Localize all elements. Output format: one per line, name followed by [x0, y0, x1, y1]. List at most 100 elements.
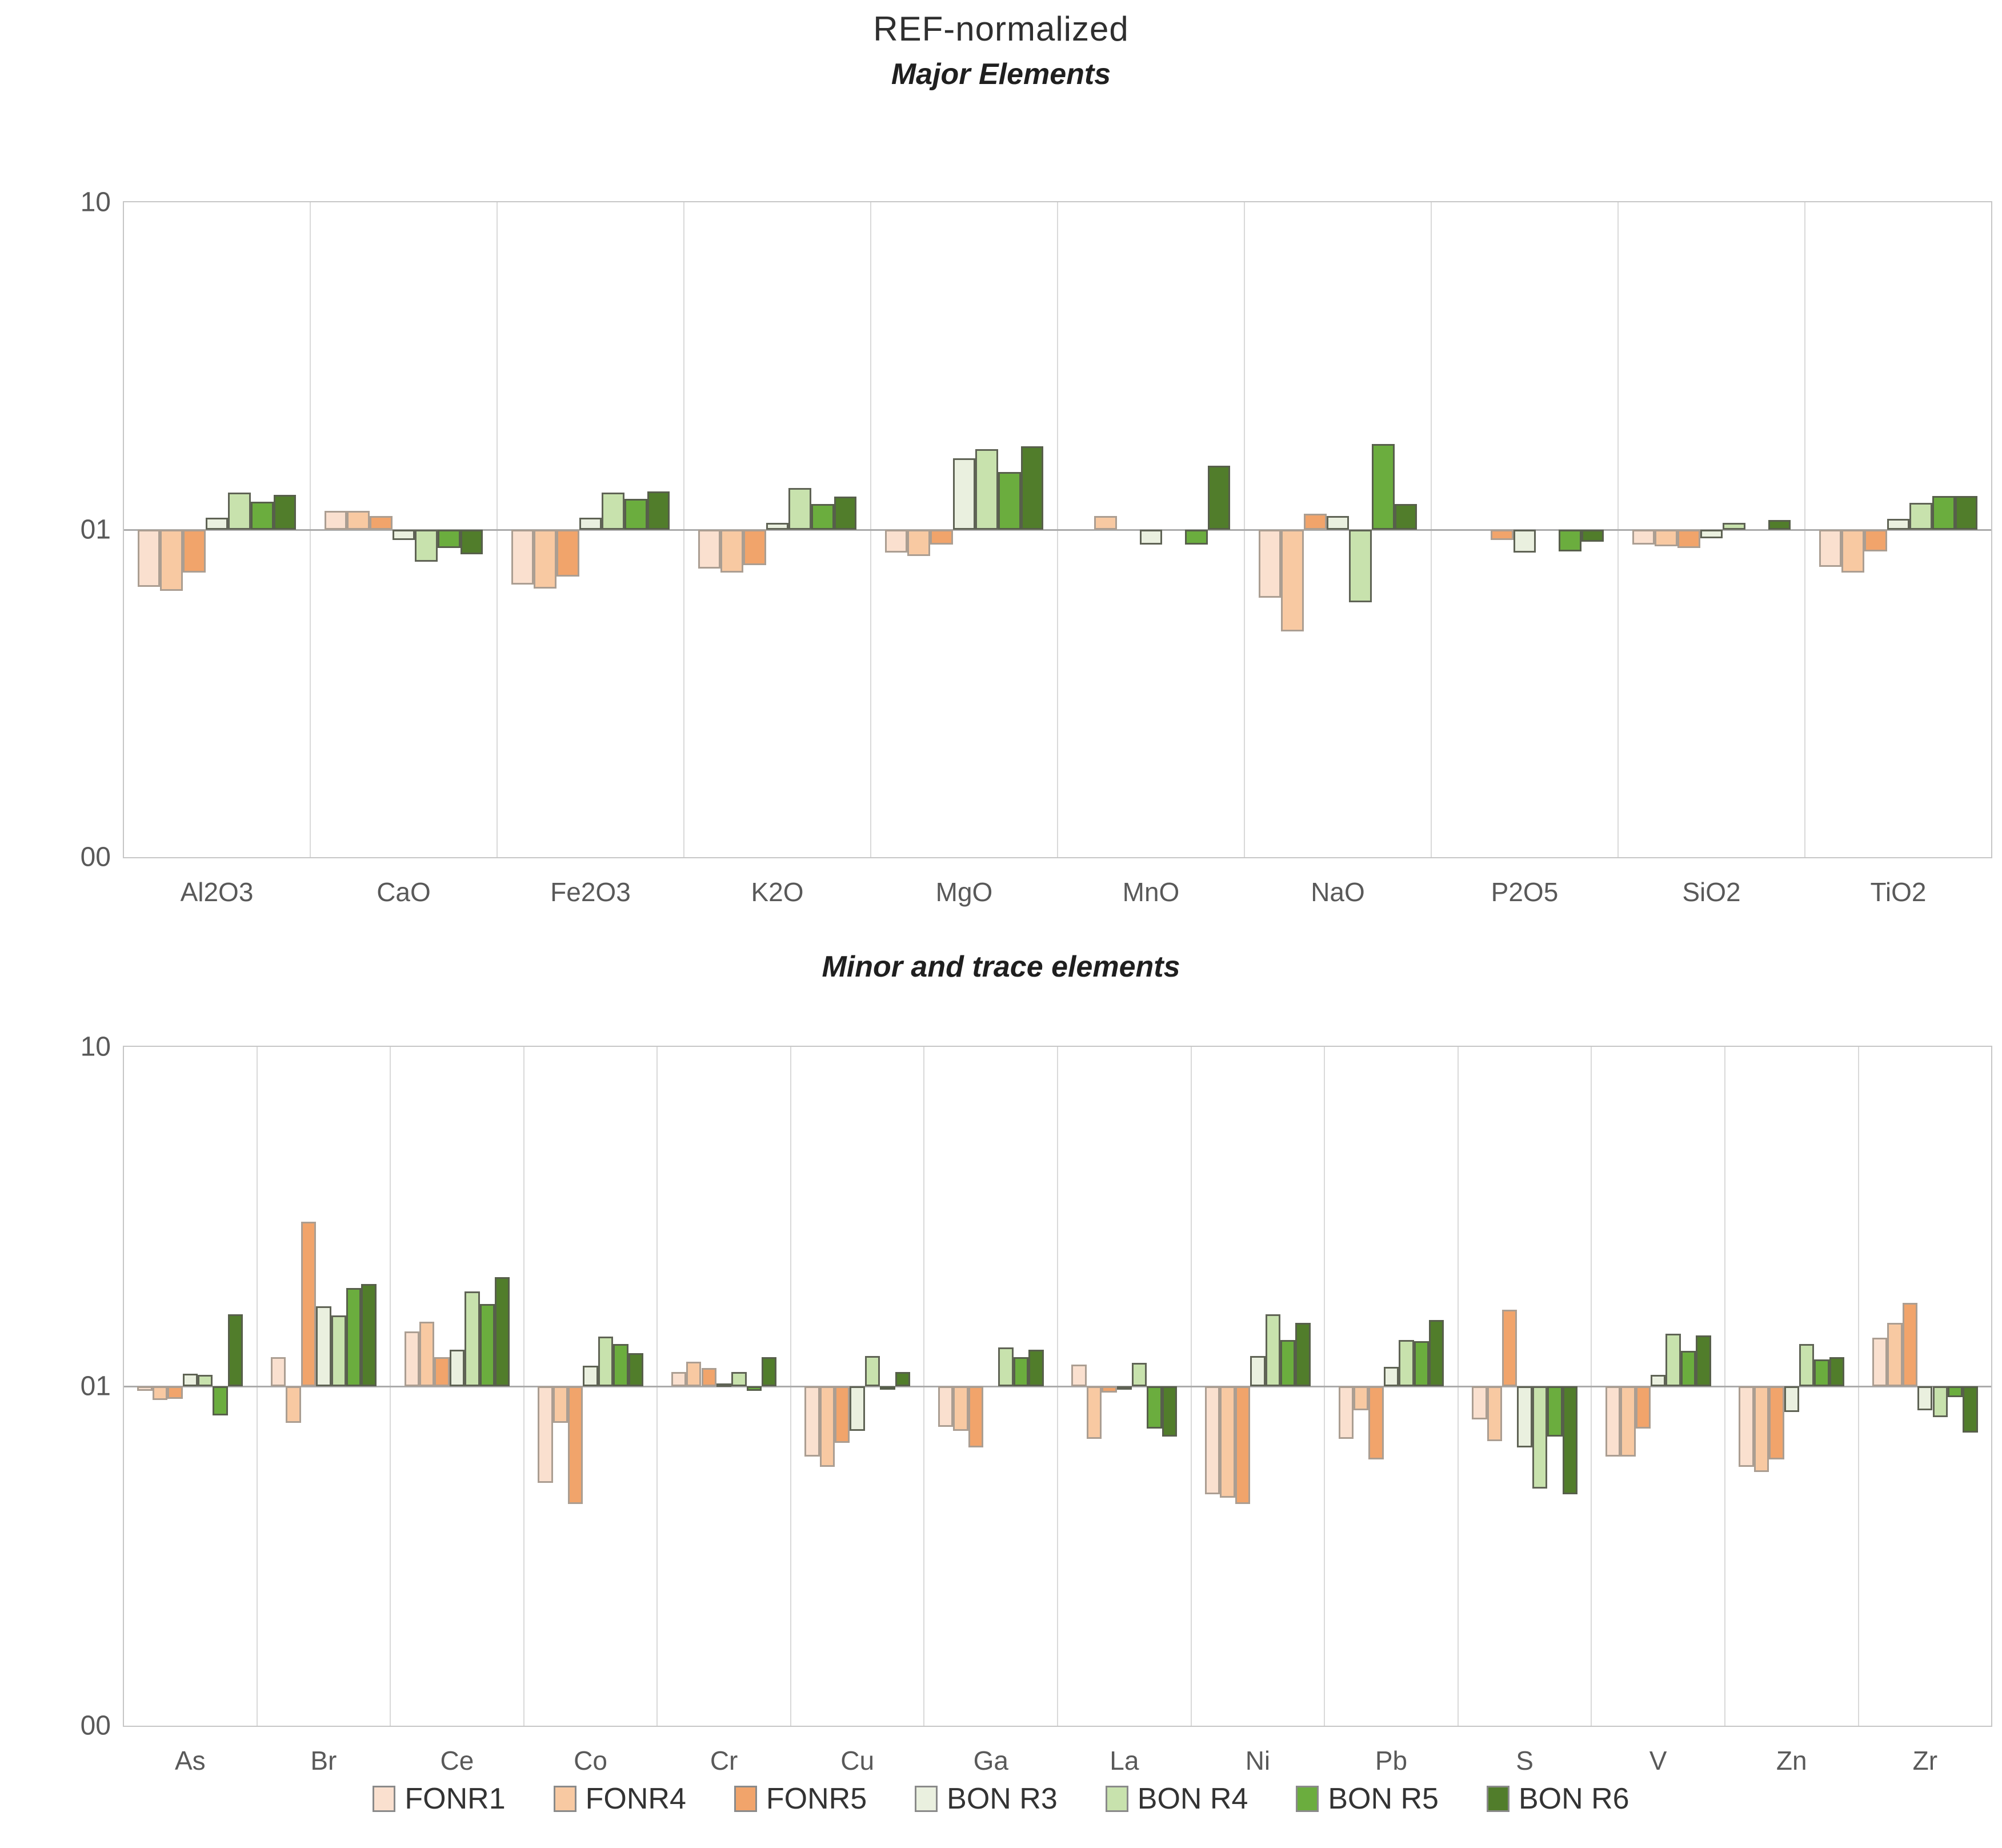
bar-BON R6-Ce: [494, 1277, 510, 1386]
bar-BON R3-MnO: [1139, 530, 1163, 545]
bar-BON R3-Zr: [1917, 1386, 1933, 1410]
bar-FONR1-Pb: [1338, 1386, 1354, 1439]
bar-FONR1-Al2O3: [137, 530, 161, 587]
bar-FONR4-MgO: [907, 530, 931, 557]
bar-FONR5-S: [1502, 1310, 1517, 1386]
bar-BON R6-Co: [628, 1353, 643, 1386]
legend-swatch-BON R3: [915, 1786, 938, 1812]
bar-BON R5-Ce: [479, 1303, 495, 1386]
bar-FONR1-Fe2O3: [511, 530, 534, 585]
category-label-Ni: Ni: [1245, 1746, 1271, 1775]
bar-BON R5-Zn: [1814, 1359, 1829, 1386]
bar-BON R4-Pb: [1399, 1339, 1414, 1386]
legend-label-FONR4: FONR4: [585, 1782, 686, 1815]
baseline-value-1: [124, 1386, 1991, 1387]
legend-swatch-FONR5: [734, 1786, 757, 1812]
category-label-Co: Co: [574, 1746, 607, 1775]
legend-item-BON R3: BON R3: [915, 1782, 1058, 1816]
category-label-Cr: Cr: [710, 1746, 738, 1775]
bar-BON R5-As: [213, 1386, 228, 1416]
bar-BON R4-Al2O3: [228, 492, 251, 530]
bar-BON R5-Ni: [1280, 1339, 1296, 1386]
bar-FONR4-SiO2: [1655, 530, 1678, 546]
bar-BON R6-MnO: [1207, 465, 1231, 530]
category-label-Ga: Ga: [973, 1746, 1008, 1775]
category-group-V: V: [1592, 1047, 1725, 1775]
bar-BON R5-La: [1147, 1386, 1162, 1429]
bar-FONR4-K2O: [720, 530, 744, 573]
bar-FONR1-Zr: [1872, 1338, 1888, 1386]
bar-BON R6-Zr: [1963, 1386, 1978, 1433]
bar-BON R3-K2O: [766, 522, 789, 530]
bar-FONR4-Cr: [686, 1362, 702, 1386]
legend-label-BON R3: BON R3: [947, 1782, 1058, 1815]
bar-FONR5-Zr: [1902, 1303, 1918, 1386]
bar-FONR1-Cu: [804, 1386, 820, 1457]
bar-BON R3-Cr: [716, 1383, 732, 1387]
bar-BON R3-V: [1650, 1375, 1666, 1386]
bar-FONR5-Fe2O3: [556, 530, 579, 577]
bar-BON R3-NaO: [1326, 516, 1350, 530]
bar-FONR1-As: [137, 1386, 153, 1391]
bar-FONR5-NaO: [1304, 513, 1327, 530]
bar-BON R4-Br: [331, 1315, 346, 1386]
bar-BON R5-P2O5: [1558, 530, 1581, 551]
legend-item-BON R5: BON R5: [1296, 1782, 1439, 1816]
bar-FONR5-Ce: [434, 1357, 450, 1386]
bar-BON R5-Ga: [1013, 1357, 1029, 1386]
bar-FONR4-Cu: [819, 1386, 835, 1467]
category-label-Pb: Pb: [1375, 1746, 1408, 1775]
bar-FONR4-MnO: [1094, 516, 1118, 530]
major-elements-plot: 10 01 00 Al2O3 CaO Fe2O3 K2O MgO MnO NaO P2O5 SiO2 T…: [81, 187, 1992, 907]
legend-item-BON R6: BON R6: [1486, 1782, 1629, 1816]
category-label-As: As: [174, 1746, 206, 1775]
bar-FONR5-MgO: [930, 530, 953, 545]
bar-BON R3-Cu: [850, 1386, 865, 1431]
bar-BON R4-K2O: [788, 488, 811, 530]
bar-BON R6-As: [227, 1314, 243, 1386]
page-title: REF-normalized: [873, 10, 1129, 48]
bar-FONR4-Co: [552, 1386, 568, 1423]
bar-BON R3-CaO: [392, 530, 415, 541]
category-label-K2O: K2O: [751, 877, 804, 907]
bar-BON R6-Zn: [1829, 1357, 1845, 1386]
category-group-Zr: Zr: [1859, 1047, 1992, 1775]
bar-BON R4-MgO: [975, 449, 998, 530]
bar-BON R4-Ni: [1265, 1314, 1280, 1386]
legend-item-FONR4: FONR4: [553, 1782, 686, 1816]
bar-BON R6-NaO: [1394, 503, 1418, 530]
bar-FONR4-Zr: [1887, 1322, 1903, 1386]
bar-BON R4-Cu: [864, 1355, 880, 1386]
bar-FONR4-Ga: [953, 1386, 968, 1431]
y-tick-label: 10: [80, 187, 111, 218]
bar-FONR5-La: [1102, 1386, 1117, 1393]
bar-BON R3-Fe2O3: [579, 517, 602, 530]
legend-item-FONR1: FONR1: [373, 1782, 506, 1816]
bar-FONR4-Pb: [1353, 1386, 1369, 1410]
legend: FONR1 FONR4 FONR5 BON R3 BON R4 BON R5 BON R6: [0, 1782, 2002, 1816]
bar-BON R6-V: [1696, 1335, 1711, 1386]
bar-FONR4-La: [1086, 1386, 1102, 1439]
bar-FONR5-P2O5: [1491, 530, 1513, 541]
bar-BON R3-Ce: [449, 1350, 465, 1386]
bar-BON R5-V: [1680, 1351, 1696, 1386]
trace-elements-plot: 10 01 00 As Br Ce Co Cr Cu Ga La Ni Pb S V Zn Zr: [81, 1032, 1992, 1775]
bar-BON R6-Fe2O3: [647, 491, 670, 530]
bar-FONR4-V: [1620, 1386, 1636, 1457]
bar-BON R5-K2O: [811, 503, 834, 530]
bar-BON R4-Fe2O3: [602, 492, 624, 530]
bar-FONR5-TiO2: [1864, 530, 1887, 551]
legend-swatch-BON R6: [1486, 1786, 1509, 1812]
bar-FONR5-Ga: [968, 1386, 984, 1448]
bar-BON R6-K2O: [834, 497, 857, 530]
bar-BON R6-P2O5: [1581, 530, 1604, 542]
bar-FONR4-Br: [286, 1386, 301, 1423]
legend-item-BON R4: BON R4: [1105, 1782, 1248, 1816]
major-elements-subtitle: Major Elements: [891, 58, 1111, 91]
bar-BON R5-NaO: [1371, 443, 1395, 530]
category-label-TiO2: TiO2: [1870, 877, 1927, 907]
y-tick-label: 00: [80, 842, 111, 873]
bar-BON R5-Fe2O3: [624, 499, 647, 530]
bar-FONR5-SiO2: [1677, 530, 1700, 548]
bar-BON R3-P2O5: [1513, 530, 1536, 553]
